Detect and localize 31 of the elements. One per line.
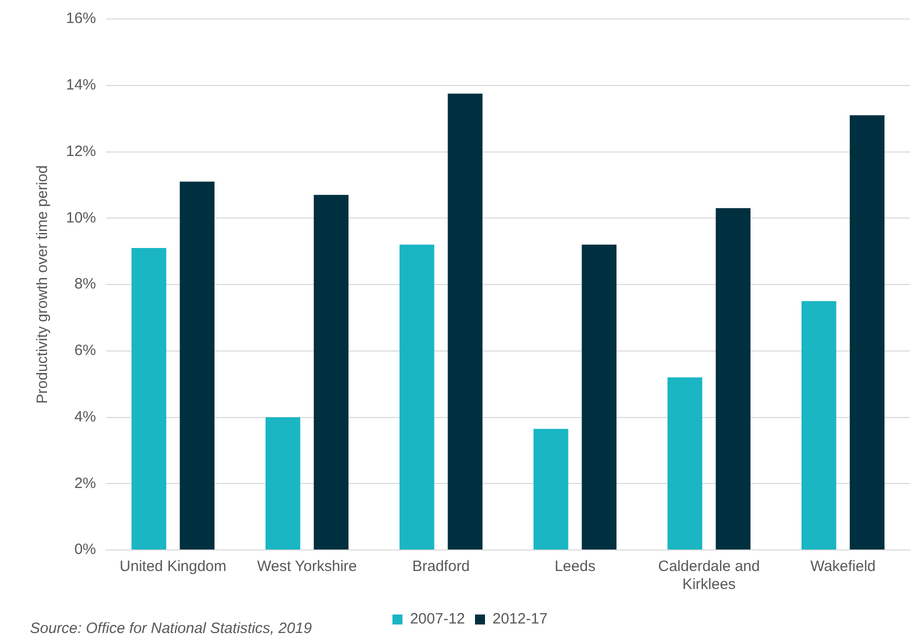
legend-label: 2007-12 [410, 610, 466, 628]
y-tick-label: 12% [66, 142, 96, 160]
x-tick-label: Calderdale and Kirklees [658, 558, 760, 594]
bar [400, 244, 434, 550]
y-tick-label: 6% [74, 342, 96, 360]
bar [582, 244, 616, 550]
y-tick-label: 10% [66, 209, 96, 226]
y-tick-label: 2% [74, 474, 96, 492]
bar [534, 428, 568, 550]
bar [314, 194, 348, 550]
y-tick-label: 16% [66, 10, 96, 28]
y-tick-label: 14% [66, 76, 96, 94]
y-tick-label: 8% [74, 276, 96, 293]
bar [266, 417, 300, 550]
source-note: Source: Office for National Statistics, 2019 [30, 620, 312, 637]
x-tick-label: Bradford [412, 558, 470, 576]
bar [716, 208, 750, 550]
y-tick-label: 4% [74, 408, 96, 426]
bar [802, 301, 836, 550]
y-axis-title: Productivity growth over time period [34, 165, 52, 404]
y-tick-label: 0% [74, 541, 96, 558]
x-tick-label: United Kingdom [120, 558, 226, 576]
bar [448, 94, 482, 550]
x-tick-label: West Yorkshire [257, 558, 357, 576]
x-tick-label: Leeds [554, 558, 596, 576]
bar [180, 182, 215, 550]
bar [132, 248, 166, 550]
legend-label: 2012-17 [492, 610, 548, 628]
x-tick-label: Wakefield [810, 558, 876, 576]
bar [668, 377, 702, 550]
bar [850, 115, 884, 550]
